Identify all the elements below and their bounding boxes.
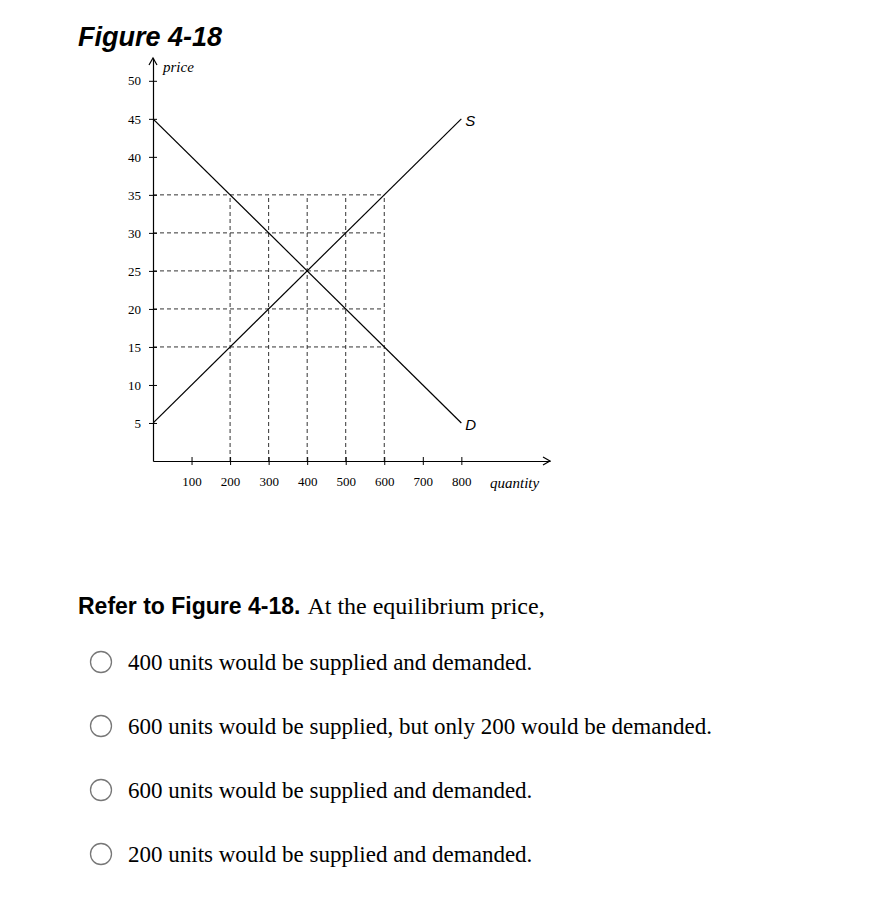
x-tick: 600: [375, 457, 395, 489]
guide-vertical: [345, 195, 346, 461]
y-tick-label: 5: [135, 416, 142, 431]
chart-title: Figure 4-18: [78, 22, 222, 52]
x-tick-label: 300: [259, 474, 279, 489]
y-tick-mark: [149, 81, 157, 82]
option-text[interactable]: 200 units would be supplied and demanded…: [128, 842, 532, 867]
y-tick-mark: [149, 385, 157, 386]
guide-vertical: [230, 195, 231, 461]
y-tick: 40: [128, 150, 157, 165]
x-tick-label: 400: [298, 474, 318, 489]
x-axis-line: [154, 461, 551, 462]
y-tick: 45: [128, 111, 157, 126]
y-tick-mark: [149, 271, 157, 272]
question-prompt: Refer to Figure 4-18. At the equilibrium …: [78, 593, 545, 619]
option-text[interactable]: 600 units would be supplied, but only 20…: [128, 714, 712, 739]
x-tick-mark: [346, 457, 347, 465]
y-tick-label: 50: [128, 73, 141, 88]
x-tick: 700: [414, 457, 434, 489]
guide-vertical: [307, 195, 308, 461]
x-tick-mark: [230, 457, 231, 465]
y-tick-mark: [149, 309, 157, 310]
page: Figure 4-18 5 10 15 20 25 30 35 40 45 50 100 200 300 4…: [0, 0, 890, 904]
y-tick-mark: [149, 233, 157, 234]
radio-button[interactable]: [91, 652, 112, 673]
x-tick: 100: [182, 457, 202, 489]
x-tick-label: 500: [336, 474, 356, 489]
plot-lines: [153, 119, 461, 423]
y-tick-mark: [149, 195, 157, 196]
series-label: S: [465, 112, 475, 129]
x-tick: 200: [221, 457, 241, 489]
y-tick: 25: [128, 264, 157, 279]
x-tick-label: 200: [221, 474, 241, 489]
y-tick-mark: [149, 157, 157, 158]
y-tick-label: 45: [128, 111, 141, 126]
y-tick-mark: [149, 423, 157, 424]
y-tick-label: 15: [128, 340, 141, 355]
y-tick: 30: [128, 226, 157, 241]
y-tick-mark: [149, 347, 157, 348]
guide-lines: [153, 195, 384, 461]
x-tick-mark: [269, 457, 270, 465]
series-line: [153, 119, 461, 423]
x-tick-label: 800: [452, 474, 472, 489]
x-tick-mark: [307, 457, 308, 465]
x-tick-label: 700: [414, 474, 434, 489]
y-tick: 35: [128, 188, 157, 203]
x-tick-label: 100: [182, 474, 202, 489]
option-text[interactable]: 400 units would be supplied and demanded…: [128, 650, 532, 675]
y-arrow: [149, 58, 157, 65]
series-label: D: [465, 416, 476, 433]
x-tick: 300: [259, 457, 279, 489]
radio-button[interactable]: [91, 844, 112, 865]
option-text[interactable]: 600 units would be supplied and demanded…: [128, 778, 532, 803]
x-arrow: [543, 457, 550, 465]
y-tick-label: 25: [128, 264, 141, 279]
y-tick: 50: [128, 73, 157, 88]
x-tick: 500: [336, 457, 356, 489]
y-tick-label: 35: [128, 188, 141, 203]
guide-vertical: [268, 195, 269, 461]
x-tick-mark: [192, 457, 193, 465]
x-tick-mark: [461, 457, 462, 465]
x-tick-mark: [423, 457, 424, 465]
guide-horizontal: [153, 346, 384, 347]
radio-button[interactable]: [91, 716, 112, 737]
y-tick-label: 20: [128, 302, 141, 317]
guide-horizontal: [153, 194, 384, 195]
x-tick: 400: [298, 457, 318, 489]
series-line: [153, 119, 461, 423]
x-tick-mark: [384, 457, 385, 465]
y-tick-label: 40: [128, 150, 141, 165]
guide-vertical: [384, 195, 385, 461]
guide-horizontal: [153, 270, 384, 271]
y-axis-title: price: [162, 59, 194, 75]
y-tick-label: 30: [128, 226, 141, 241]
y-tick: 20: [128, 302, 157, 317]
y-axis: 5 10 15 20 25 30 35 40 45 50: [128, 59, 157, 462]
y-tick: 10: [128, 378, 157, 393]
prompt-text: At the equilibrium price,: [307, 593, 544, 619]
x-tick: 800: [452, 457, 472, 489]
y-tick: 15: [128, 340, 157, 355]
radio-button[interactable]: [91, 780, 112, 801]
prompt-reference: Refer to Figure 4-18.: [78, 593, 300, 619]
x-tick-label: 600: [375, 474, 395, 489]
y-tick-label: 10: [128, 378, 141, 393]
x-axis-title: quantity: [490, 475, 540, 491]
